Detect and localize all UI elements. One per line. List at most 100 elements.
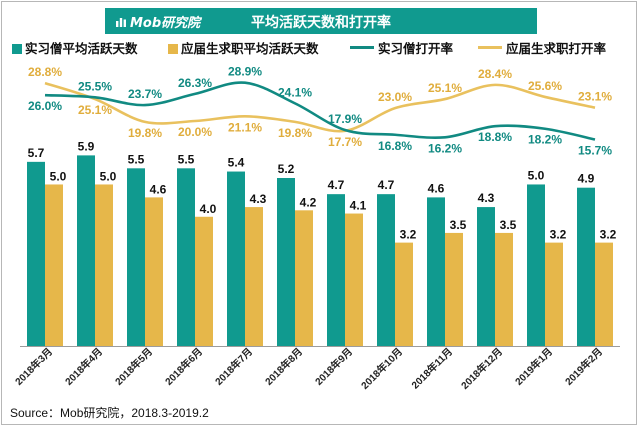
chart-plot: 5.7 5.0 5.9 5.0 5.5 4.6 5.5 4.0 5.4 4.3 5.2 4.2 4.7 4…	[12, 65, 620, 392]
line-label-internship-2: 25.5%	[78, 79, 112, 93]
x-tick-label-11: 2019年1月	[512, 345, 555, 388]
bar-label-graduate-5: 4.3	[250, 192, 267, 206]
bar-label-internship-2: 5.9	[78, 139, 95, 153]
bar-internship-6	[277, 178, 295, 346]
bar-internship-9	[427, 197, 445, 346]
bar-graduate-11	[545, 242, 563, 346]
bar-label-graduate-3: 4.6	[150, 182, 167, 196]
line-label-graduate-4: 20.0%	[178, 125, 212, 139]
bar-internship-11	[527, 184, 545, 346]
x-tick-label-1: 2018年3月	[12, 345, 55, 388]
line-label-graduate-8: 23.0%	[378, 90, 412, 104]
bar-label-internship-8: 4.7	[378, 178, 395, 192]
bar-label-graduate-12: 3.2	[600, 228, 617, 242]
line-label-internship-8: 16.8%	[378, 139, 412, 153]
x-tick-label-4: 2018年6月	[162, 345, 205, 388]
legend-label: 实习僧打开率	[378, 41, 454, 56]
logo: Mob研究院	[115, 12, 200, 31]
x-tick-label-7: 2018年9月	[312, 345, 355, 388]
logo-text: Mob研究院	[130, 16, 201, 31]
x-tick-label-9: 2018年11月	[409, 345, 456, 392]
bar-graduate-9	[445, 232, 463, 346]
bar-label-internship-4: 5.5	[178, 152, 195, 166]
bar-internship-7	[327, 194, 345, 346]
line-label-internship-9: 16.2%	[428, 141, 462, 155]
bar-internship-3	[127, 168, 145, 346]
bar-label-internship-9: 4.6	[428, 181, 445, 195]
line-label-graduate-10: 28.4%	[478, 67, 512, 81]
bar-graduate-6	[295, 210, 313, 346]
bar-internship-8	[377, 194, 395, 346]
bar-label-graduate-6: 4.2	[300, 195, 317, 209]
x-tick-label-12: 2019年2月	[562, 345, 605, 388]
line-label-graduate-11: 25.6%	[528, 79, 562, 93]
bar-label-graduate-10: 3.5	[500, 218, 517, 232]
line-label-graduate-9: 25.1%	[428, 81, 462, 95]
legend-item-line-1: 实习僧打开率	[350, 41, 453, 57]
line-label-internship-11: 18.2%	[528, 133, 562, 147]
bar-internship-12	[577, 187, 595, 346]
bar-label-internship-12: 4.9	[578, 172, 595, 186]
bar-graduate-7	[345, 213, 363, 346]
legend-label: 应届生求职平均活跃天数	[181, 41, 319, 56]
line-graduate-open-rate	[44, 81, 596, 133]
legend-item-line-2: 应届生求职打开率	[478, 41, 606, 57]
line-label-graduate-3: 19.8%	[128, 126, 162, 140]
x-tick-label-8: 2018年10月	[358, 345, 405, 392]
legend: 实习僧平均活跃天数 应届生求职平均活跃天数 实习僧打开率 应届生求职打开率	[0, 41, 640, 59]
line-label-graduate-2: 25.1%	[78, 103, 112, 117]
line-internship-open-rate	[44, 81, 596, 141]
line-label-graduate-6: 19.8%	[278, 126, 312, 140]
legend-swatch-teal	[12, 44, 22, 54]
bar-label-graduate-4: 4.0	[200, 202, 217, 216]
line-label-graduate-5: 21.1%	[228, 120, 262, 134]
bar-internship-2	[77, 155, 95, 346]
bar-label-graduate-7: 4.1	[350, 199, 367, 213]
line-label-internship-4: 26.3%	[178, 76, 212, 90]
bar-label-graduate-2: 5.0	[100, 169, 117, 183]
legend-item-bar-1: 实习僧平均活跃天数	[12, 41, 138, 57]
bar-label-internship-10: 4.3	[478, 191, 495, 205]
x-tick-label-2: 2018年4月	[62, 345, 105, 388]
bar-label-graduate-11: 3.2	[550, 228, 567, 242]
bar-graduate-4	[195, 216, 213, 346]
bar-graduate-12	[595, 242, 613, 346]
bar-label-internship-7: 4.7	[328, 178, 345, 192]
bar-label-internship-5: 5.4	[228, 156, 245, 170]
bar-label-graduate-8: 3.2	[400, 228, 417, 242]
bar-label-graduate-9: 3.5	[450, 218, 467, 232]
x-tick-label-5: 2018年7月	[212, 345, 255, 388]
bar-internship-5	[227, 171, 245, 346]
title-bar: Mob研究院 平均活跃天数和打开率	[105, 8, 537, 34]
legend-swatch-gold-line	[478, 46, 502, 49]
bar-internship-1	[27, 161, 45, 346]
bar-graduate-2	[95, 184, 113, 346]
bar-label-internship-1: 5.7	[28, 146, 45, 160]
line-label-internship-7: 17.9%	[328, 112, 362, 126]
bar-graduate-3	[145, 197, 163, 346]
x-tick-label-3: 2018年5月	[112, 345, 155, 388]
x-tick-label-6: 2018年8月	[262, 345, 305, 388]
legend-label: 实习僧平均活跃天数	[25, 41, 138, 56]
bar-label-internship-3: 5.5	[128, 152, 145, 166]
bar-label-internship-11: 5.0	[528, 168, 545, 182]
line-label-internship-3: 23.7%	[128, 87, 162, 101]
bar-label-internship-6: 5.2	[278, 162, 295, 176]
bar-label-graduate-1: 5.0	[50, 169, 67, 183]
line-label-internship-10: 18.8%	[478, 130, 512, 144]
line-label-internship-6: 24.1%	[278, 85, 312, 99]
line-label-internship-5: 28.9%	[228, 65, 262, 79]
bar-internship-10	[477, 207, 495, 346]
line-label-internship-12: 15.7%	[578, 143, 612, 157]
bar-internship-4	[177, 168, 195, 346]
chart-title: 平均活跃天数和打开率	[251, 15, 391, 31]
bar-graduate-8	[395, 242, 413, 346]
line-label-graduate-7: 17.7%	[328, 135, 362, 149]
line-label-internship-1: 26.0%	[28, 99, 62, 113]
bar-graduate-5	[245, 207, 263, 346]
bar-graduate-10	[495, 232, 513, 346]
legend-item-bar-2: 应届生求职平均活跃天数	[168, 41, 319, 57]
x-tick-label-10: 2018年12月	[458, 345, 505, 392]
logo-icon	[116, 18, 126, 27]
